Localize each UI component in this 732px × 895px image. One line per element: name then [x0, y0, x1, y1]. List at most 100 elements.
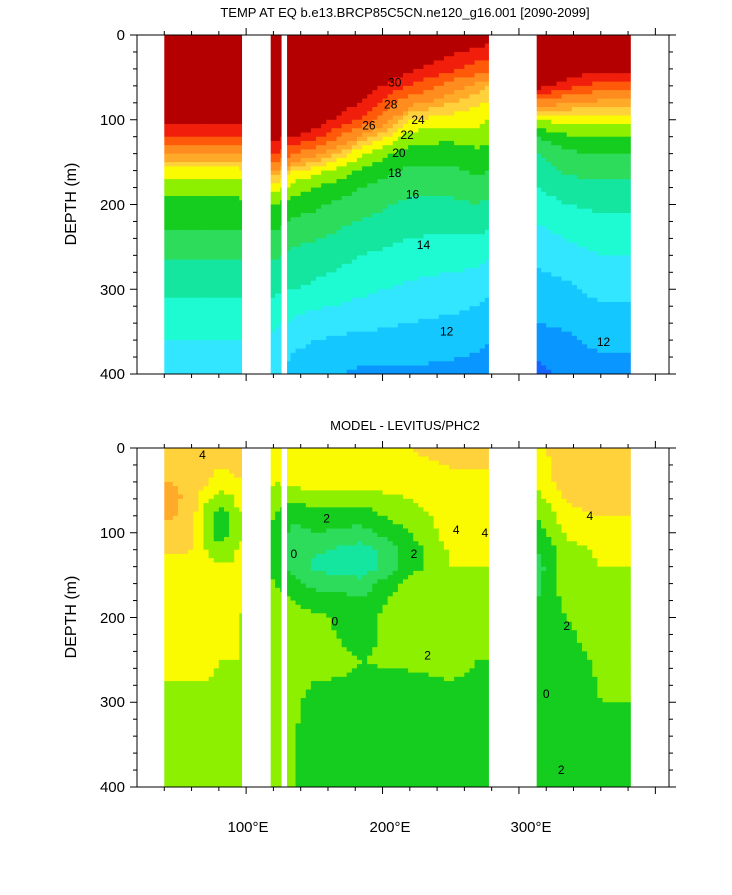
temp-cell [356, 51, 363, 57]
temp-cell [275, 259, 281, 265]
temp-cell [172, 68, 179, 74]
temp-cell [203, 179, 210, 184]
temp-cell [413, 259, 419, 265]
temp-cell [336, 301, 343, 307]
temp-cell [300, 221, 307, 227]
temp-cell [223, 136, 230, 142]
temp-cell [321, 340, 327, 345]
temp-cell [377, 179, 384, 184]
temp-cell [234, 348, 240, 354]
temp-cell [341, 293, 348, 299]
temp-cell [443, 132, 450, 138]
temp-cell [203, 323, 210, 328]
temp-cell [229, 301, 235, 307]
temp-cell [316, 174, 322, 180]
temp-cell [316, 323, 322, 328]
temp-cell [198, 85, 205, 91]
temp-cell [193, 183, 199, 189]
temp-cell [413, 352, 419, 358]
temp-cell [408, 111, 414, 117]
temp-cell [177, 310, 184, 316]
temp-cell [372, 348, 379, 354]
temp-cell [362, 369, 368, 374]
temp-cell [443, 145, 450, 151]
temp-cell [326, 323, 332, 328]
temp-cell [162, 344, 169, 350]
temp-cell [351, 268, 358, 273]
temp-cell [213, 217, 220, 223]
temp-cell [449, 255, 455, 261]
temp-cell [397, 234, 404, 239]
temp-cell [372, 318, 379, 324]
temp-cell [295, 98, 302, 104]
temp-cell [367, 238, 373, 244]
temp-cell [198, 136, 205, 142]
temp-cell [408, 352, 414, 358]
temp-cell [326, 246, 332, 252]
temp-cell [270, 77, 276, 83]
temp-cell [193, 77, 199, 83]
temp-cell [290, 85, 297, 91]
temp-cell [188, 157, 194, 163]
temp-cell [162, 280, 169, 286]
temp-cell [438, 204, 445, 210]
temp-cell [377, 81, 384, 87]
temp-cell [403, 280, 409, 286]
temp-cell [423, 259, 430, 265]
temp-cell [300, 187, 307, 193]
temp-cell [387, 289, 394, 295]
temp-cell [326, 98, 332, 104]
temp-cell [438, 145, 445, 151]
temp-cell [162, 166, 169, 172]
temp-cell [387, 183, 394, 189]
temp-cell [362, 85, 368, 91]
temp-cell [213, 297, 220, 303]
temp-cell [392, 229, 399, 235]
temp-cell [188, 335, 194, 341]
temp-cell [326, 204, 332, 210]
temp-cell [392, 47, 399, 53]
temp-cell [305, 43, 312, 49]
temp-cell [270, 64, 276, 70]
temp-cell [377, 314, 384, 320]
temp-cell [372, 217, 379, 223]
temp-cell [408, 285, 414, 290]
temp-cell [162, 149, 169, 155]
temp-cell [234, 335, 240, 341]
temp-cell [229, 246, 235, 252]
temp-cell [310, 272, 317, 278]
temp-cell [392, 255, 399, 261]
temp-cell [183, 314, 189, 320]
temp-cell [377, 301, 384, 307]
temp-cell [331, 255, 338, 261]
temp-cell [285, 323, 292, 328]
temp-cell [433, 64, 440, 70]
temp-cell [270, 119, 276, 125]
temp-cell [449, 119, 455, 125]
temp-cell [403, 335, 409, 341]
temp-cell [341, 153, 348, 159]
temp-cell [377, 43, 384, 49]
temp-cell [438, 348, 445, 354]
temp-cell [310, 259, 317, 265]
temp-cell [183, 348, 189, 354]
temp-cell [310, 128, 317, 134]
temp-cell [336, 323, 343, 328]
temp-cell [397, 51, 404, 57]
temp-cell [438, 140, 445, 146]
temp-cell [362, 115, 368, 121]
temp-cell [326, 268, 332, 273]
temp-cell [367, 183, 373, 189]
temp-cell [285, 217, 292, 223]
temp-cell [305, 157, 312, 163]
temp-cell [387, 73, 394, 78]
temp-cell [229, 268, 235, 273]
temp-cell [413, 102, 419, 108]
temp-cell [336, 327, 343, 333]
temp-cell [229, 306, 235, 312]
temp-cell [198, 191, 205, 197]
temp-cell [300, 73, 307, 78]
temp-cell [336, 255, 343, 261]
temp-cell [397, 94, 404, 100]
temp-cell [218, 318, 225, 324]
